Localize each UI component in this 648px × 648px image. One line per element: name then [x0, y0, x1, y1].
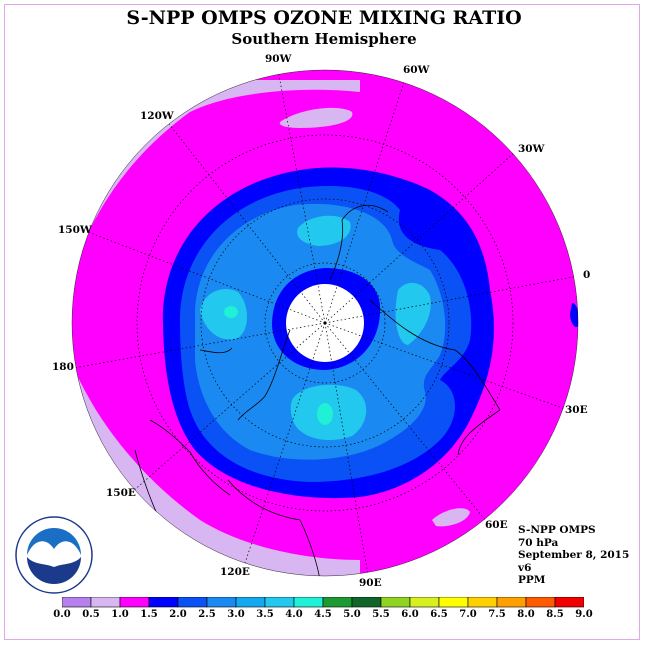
map-subtitle: Southern Hemisphere	[231, 30, 417, 48]
colorbar-tick-label: 1.0	[111, 609, 129, 620]
lon-label-150e: 150E	[106, 487, 136, 499]
colorbar-swatch	[496, 597, 527, 608]
coastlines	[134, 204, 501, 576]
colorbar-swatch	[380, 597, 411, 608]
field-peak-south	[317, 403, 333, 425]
noaa-logo: NOAA	[15, 516, 93, 594]
field-low-patch-north	[279, 107, 353, 128]
field-peak-west	[224, 306, 238, 318]
colorbar-tick-label: 2.5	[198, 609, 216, 620]
lon-label-60w: 60W	[403, 64, 430, 76]
colorbar-tick-label: 8.5	[546, 609, 564, 620]
field-low-band-west	[72, 80, 360, 576]
colorbar-tick-label: 8.0	[517, 609, 535, 620]
lon-label-120w: 120W	[140, 110, 174, 122]
noaa-logo-wave	[27, 557, 81, 584]
colorbar-swatch	[177, 597, 208, 608]
colorbar-tick-label: 9.0	[575, 609, 593, 620]
colorbar-swatch	[525, 597, 556, 608]
colorbar-tick-label: 5.5	[372, 609, 390, 620]
colorbar	[62, 597, 584, 608]
colorbar-swatch	[554, 597, 584, 608]
lon-label-180: 180	[52, 361, 74, 373]
info-level: 70 hPa	[518, 536, 559, 549]
field-low-patch-southeast	[432, 508, 470, 527]
colorbar-tick-label: 6.5	[430, 609, 448, 620]
colorbar-swatch	[322, 597, 353, 608]
lon-label-120e: 120E	[220, 566, 250, 578]
field-vortex-high-north	[297, 215, 351, 246]
colorbar-tick-label: 4.0	[285, 609, 303, 620]
colorbar-tick-label: 6.0	[401, 609, 419, 620]
colorbar-swatch	[467, 597, 498, 608]
colorbar-swatch	[264, 597, 295, 608]
info-instrument: S-NPP OMPS	[518, 524, 596, 536]
lon-label-150w: 150W	[58, 224, 92, 236]
colorbar-swatch	[438, 597, 469, 608]
colorbar-tick-label: 0.0	[53, 609, 71, 620]
field-vortex-high-west	[200, 289, 247, 340]
colorbar-tick-label: 2.0	[169, 609, 187, 620]
map-title: S-NPP OMPS OZONE MIXING RATIO	[126, 7, 522, 29]
field-vortex-high-east	[395, 282, 431, 345]
colorbar-swatch	[148, 597, 179, 608]
lon-label-90w: 90W	[265, 53, 292, 65]
lon-label-30e: 30E	[565, 404, 588, 416]
colorbar-swatch	[293, 597, 324, 608]
colorbar-swatch	[235, 597, 266, 608]
colorbar-swatch	[351, 597, 382, 608]
field-ring-edge-east-bulge	[570, 303, 578, 327]
info-units: PPM	[518, 574, 546, 587]
info-block: S-NPP OMPS 70 hPa September 8, 2015 v6 P…	[518, 524, 629, 587]
ozone-field	[72, 70, 578, 576]
figure-frame	[4, 4, 640, 640]
colorbar-swatch	[119, 597, 150, 608]
info-date: September 8, 2015	[518, 549, 630, 562]
colorbar-swatch	[90, 597, 121, 608]
lon-label-0: 0	[583, 269, 590, 281]
colorbar-tick-label: 5.0	[343, 609, 361, 620]
colorbar-tick-label: 3.5	[256, 609, 274, 620]
colorbar-tick-label: 4.5	[314, 609, 332, 620]
colorbar-swatch	[62, 597, 92, 608]
lon-label-90e: 90E	[359, 577, 382, 589]
lon-label-30w: 30W	[518, 143, 545, 155]
map-boundary	[71, 69, 579, 577]
lon-label-60e: 60E	[485, 519, 508, 531]
colorbar-tick-label: 1.5	[140, 609, 158, 620]
graticule	[73, 70, 578, 576]
colorbar-tick-label: 7.0	[459, 609, 477, 620]
colorbar-swatch	[206, 597, 237, 608]
info-version: v6	[518, 561, 532, 574]
noaa-logo-text: NOAA	[38, 552, 70, 563]
colorbar-tick-label: 0.5	[82, 609, 100, 620]
colorbar-swatch	[409, 597, 440, 608]
colorbar-tick-label: 3.0	[227, 609, 245, 620]
colorbar-tick-label: 7.5	[488, 609, 506, 620]
